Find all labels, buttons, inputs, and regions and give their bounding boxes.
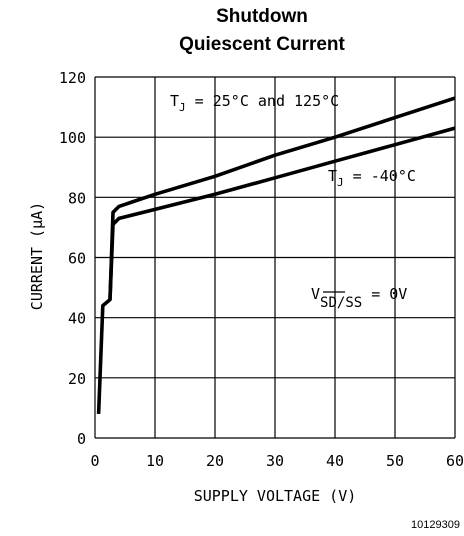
y-tick-label-6: 120 — [59, 69, 86, 87]
y-axis-label: CURRENT (μA) — [28, 202, 46, 310]
figure-id: 10129309 — [411, 519, 460, 531]
annotation-hot: TJ = 25°C and 125°C — [170, 92, 339, 114]
y-tick-label-2: 40 — [68, 310, 86, 328]
chart-title-line2: Quiescent Current — [179, 34, 345, 55]
y-tick-label-0: 0 — [77, 430, 86, 448]
x-tick-label-5: 50 — [386, 452, 404, 470]
series-line-1 — [108, 126, 456, 300]
series-layer — [96, 96, 456, 414]
y-tick-label-3: 60 — [68, 250, 86, 268]
chart-title-line1: Shutdown — [216, 6, 308, 27]
y-tick-label-4: 80 — [68, 189, 86, 207]
series-line-0 — [96, 96, 456, 414]
x-tick-label-0: 0 — [90, 452, 99, 470]
annotation-vsd: VSD/SS = 0V — [311, 285, 407, 311]
y-tick-label-5: 100 — [59, 129, 86, 147]
x-tick-label-4: 40 — [326, 452, 344, 470]
y-tick-label-1: 20 — [68, 370, 86, 388]
y-tick-labels: 0 20 40 60 80 100 120 — [59, 69, 86, 448]
annotation-cold: TJ = -40°C — [328, 167, 416, 189]
x-tick-label-2: 20 — [206, 452, 224, 470]
grid — [94, 76, 456, 439]
x-tick-label-3: 30 — [266, 452, 284, 470]
x-tick-label-1: 10 — [146, 452, 164, 470]
x-axis-label: SUPPLY VOLTAGE (V) — [194, 487, 357, 505]
x-tick-label-6: 60 — [446, 452, 464, 470]
x-tick-labels: 0 10 20 30 40 50 60 — [90, 452, 464, 470]
